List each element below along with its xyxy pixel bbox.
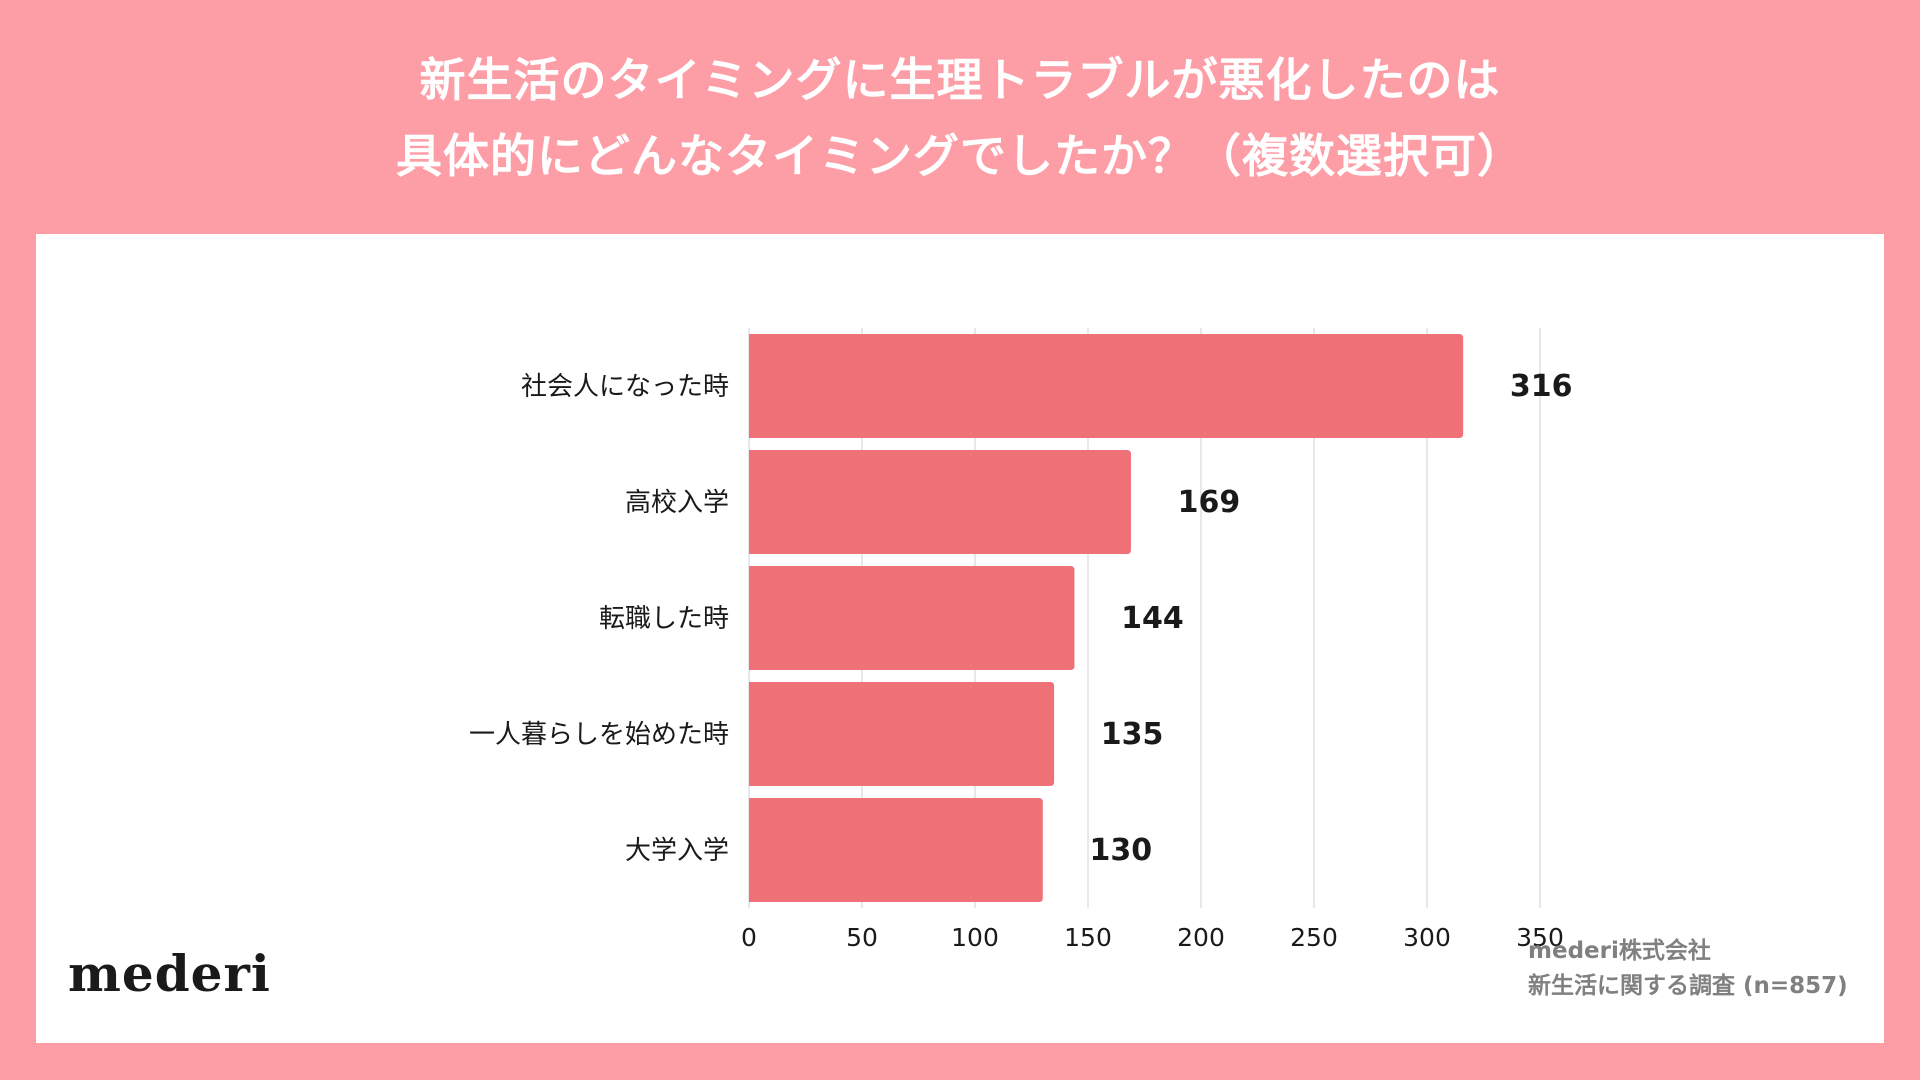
value-label-2: 169 bbox=[1178, 485, 1241, 520]
chart-title-line-1: 新生活のタイミングに生理トラブルが悪化したのは bbox=[419, 53, 1501, 107]
x-tick-label-350: 350 bbox=[1516, 923, 1564, 952]
label-layer: 0 50 100 150 200 250 300 350 社会人になった時 316 高校入学 169 転… bbox=[469, 369, 1572, 952]
x-tick-label-100: 100 bbox=[951, 923, 999, 952]
x-tick-label-300: 300 bbox=[1403, 923, 1451, 952]
bar-layer bbox=[749, 334, 1464, 902]
category-label-4: 一人暮らしを始めた時 bbox=[469, 720, 729, 750]
source-company: mederi株式会社 bbox=[1528, 938, 1711, 964]
bar-3 bbox=[749, 566, 1075, 670]
category-label-1: 社会人になった時 bbox=[521, 372, 729, 402]
category-label-5: 大学入学 bbox=[625, 836, 729, 866]
x-tick-label-150: 150 bbox=[1064, 923, 1112, 952]
value-label-3: 144 bbox=[1121, 601, 1184, 636]
category-label-2: 高校入学 bbox=[625, 488, 729, 518]
chart-title-line-2: 具体的にどんなタイミングでしたか？（複数選択可） bbox=[396, 129, 1524, 183]
value-label-1: 316 bbox=[1510, 369, 1573, 404]
bar-chart: 0 50 100 150 200 250 300 350 社会人になった時 316 高校入学 169 転… bbox=[469, 328, 1572, 952]
source-survey: 新生活に関する調査 (n=857) bbox=[1528, 973, 1848, 999]
x-tick-label-50: 50 bbox=[846, 923, 878, 952]
x-tick-label-250: 250 bbox=[1290, 923, 1338, 952]
value-label-5: 130 bbox=[1089, 833, 1152, 868]
x-tick-label-200: 200 bbox=[1177, 923, 1225, 952]
bar-2 bbox=[749, 450, 1131, 554]
x-tick-label-0: 0 bbox=[741, 923, 757, 952]
category-label-3: 転職した時 bbox=[599, 604, 729, 634]
source-note: mederi株式会社 新生活に関する調査 (n=857) bbox=[1528, 934, 1848, 1004]
mederi-logo: mederi bbox=[68, 944, 271, 1003]
value-label-4: 135 bbox=[1101, 717, 1164, 752]
bar-5 bbox=[749, 798, 1043, 902]
bar-1 bbox=[749, 334, 1464, 438]
bar-4 bbox=[749, 682, 1055, 786]
chart-panel: 0 50 100 150 200 250 300 350 社会人になった時 316 高校入学 169 転… bbox=[36, 234, 1884, 1043]
chart-title: 新生活のタイミングに生理トラブルが悪化したのは 具体的にどんなタイミングでしたか… bbox=[0, 42, 1920, 194]
